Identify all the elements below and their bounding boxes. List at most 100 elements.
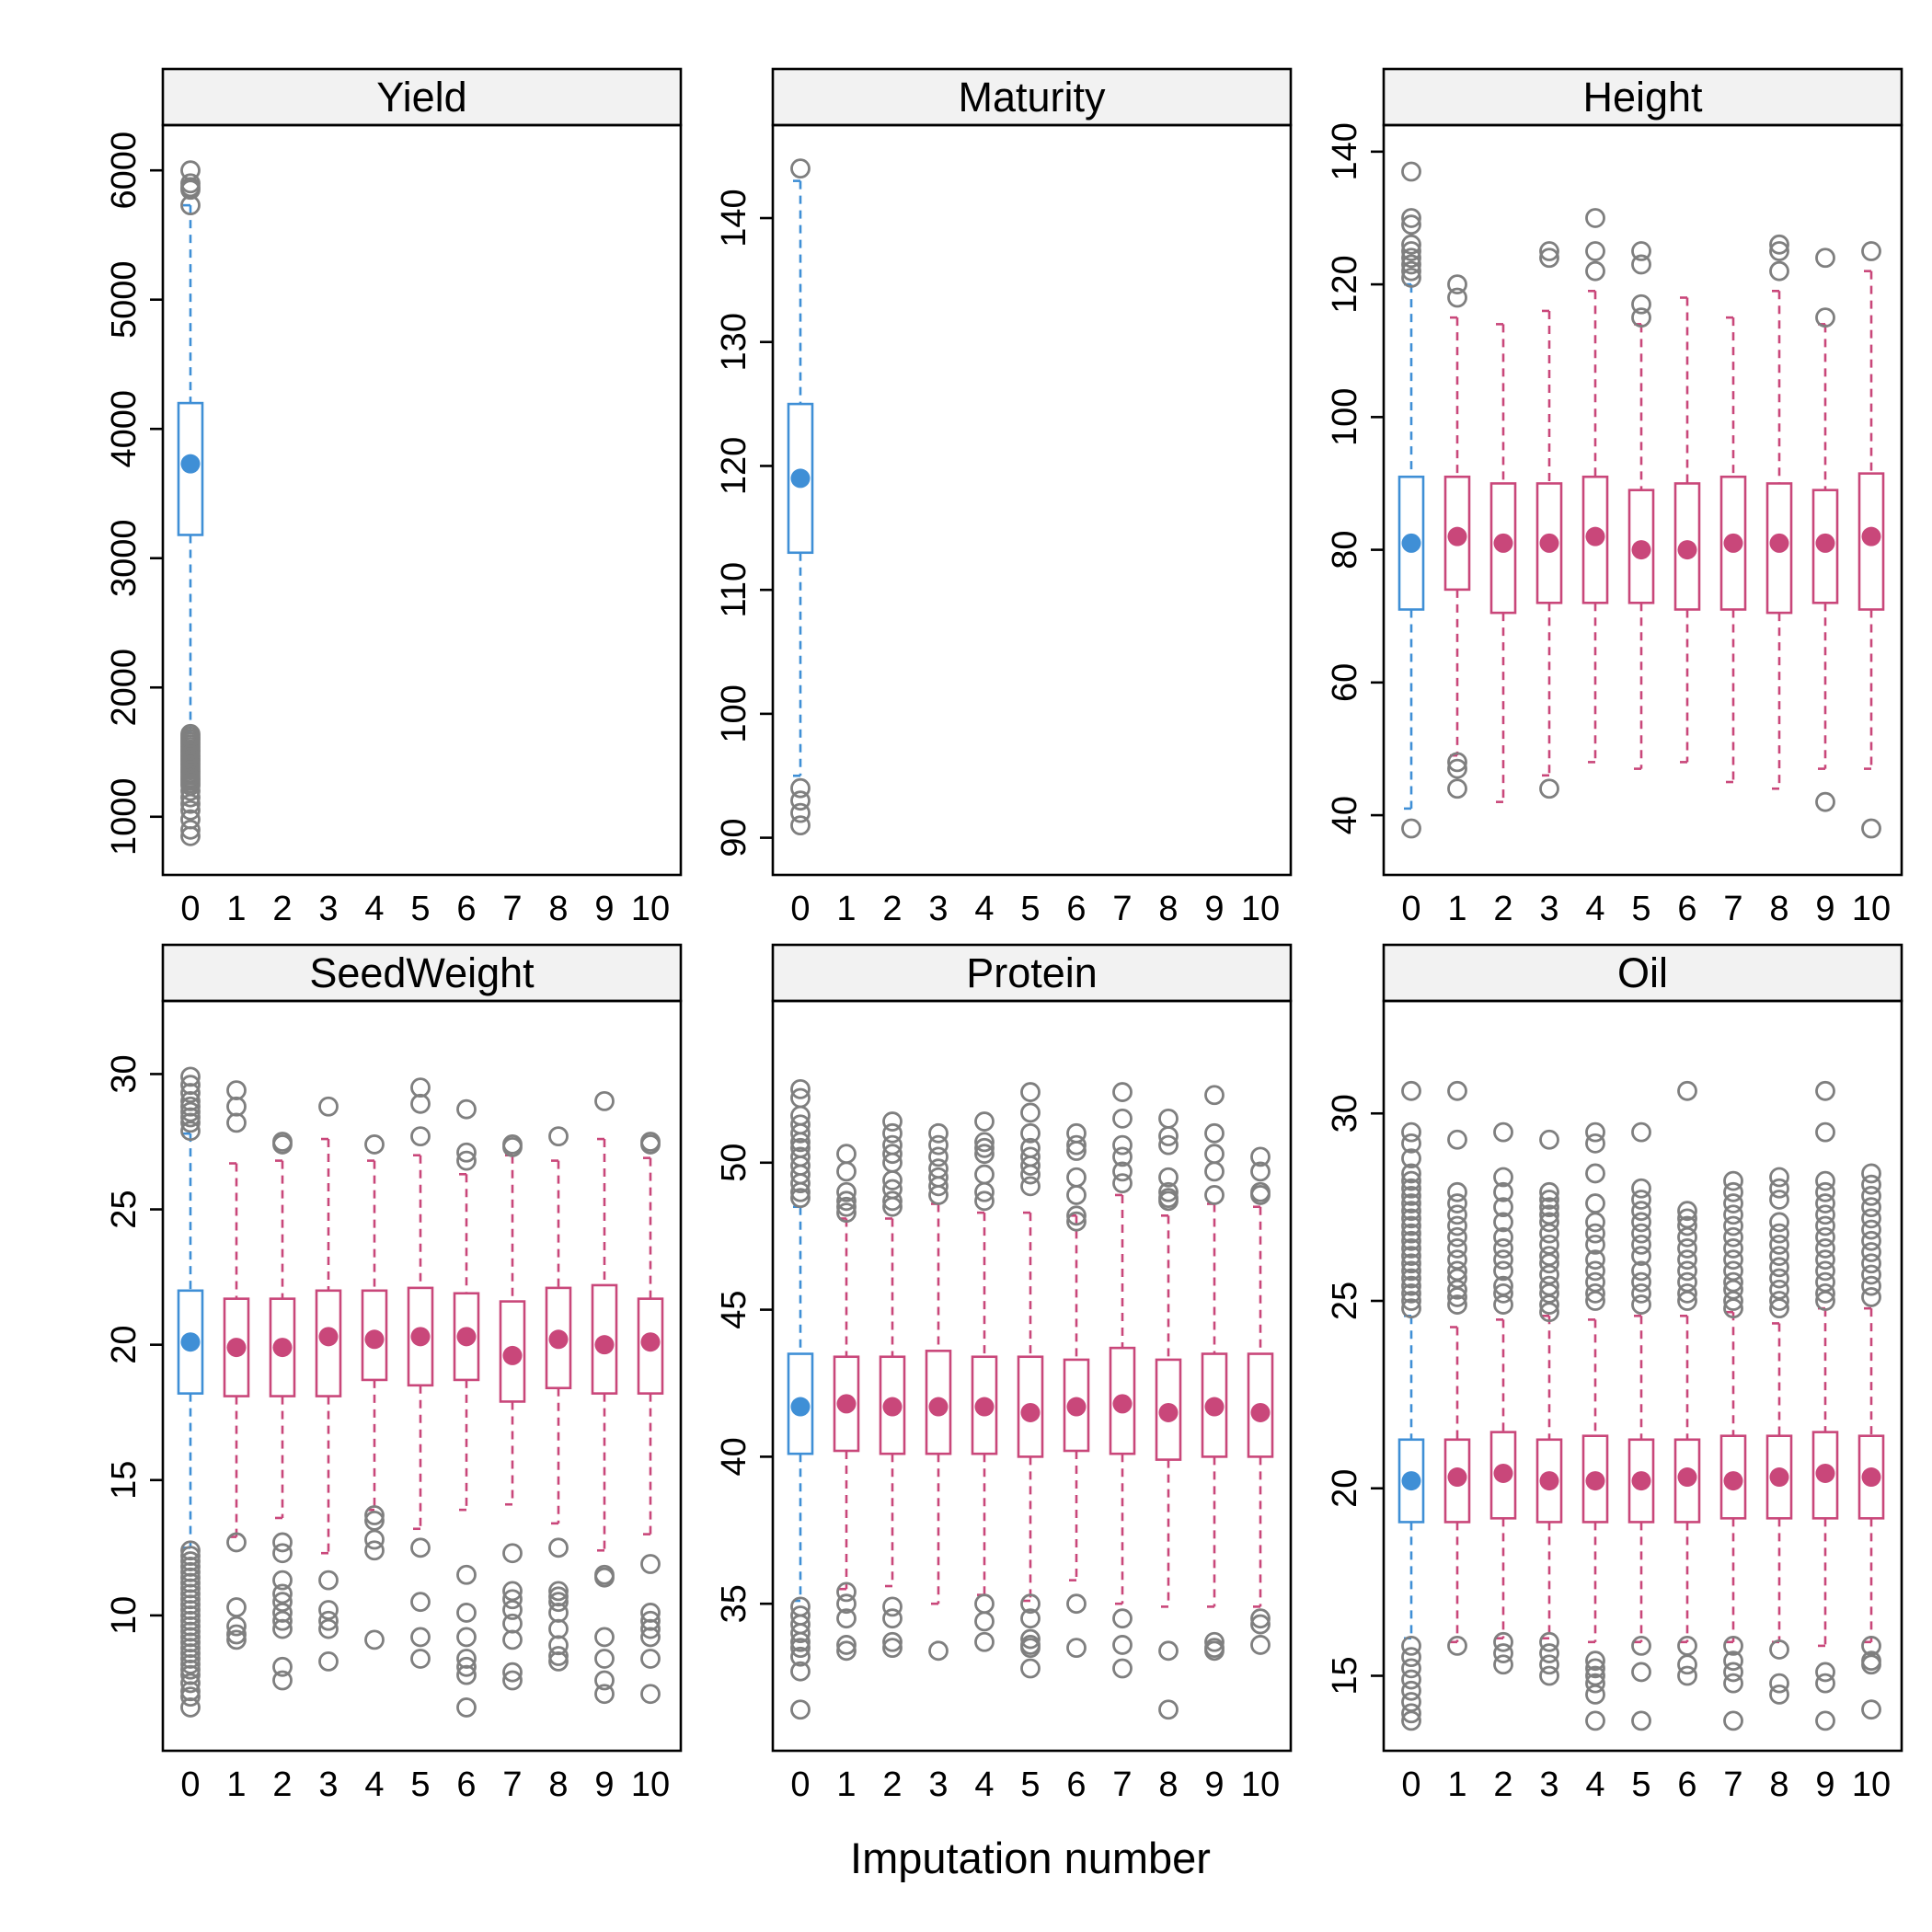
- outlier-point: [1250, 1146, 1271, 1167]
- outlier-point: [1401, 1275, 1421, 1296]
- outlier-point: [1020, 1628, 1041, 1650]
- panel-yield: Yield 1000 2000 3000 4000 5000 6000 0 1 2 3 4 5 6 7 8 9 1…: [105, 67, 683, 928]
- x-tick-label-seedweight-0: 0: [180, 1765, 200, 1804]
- outlier-point: [410, 1649, 431, 1669]
- median-dot: [1250, 1402, 1271, 1422]
- outlier-point: [1539, 1294, 1559, 1315]
- outlier-point: [1204, 1185, 1225, 1205]
- median-dot: [1631, 540, 1651, 560]
- strip-oil: [1382, 943, 1903, 1003]
- outlier-point: [1677, 1226, 1697, 1248]
- outlier-point: [836, 1196, 857, 1217]
- box-oil-1: [1443, 1080, 1471, 1656]
- iqr-box: [1535, 1438, 1563, 1524]
- median-dot: [1493, 1463, 1513, 1483]
- y-tick-label-seedweight-20: 20: [105, 1326, 144, 1364]
- outlier-point: [502, 1543, 523, 1564]
- y-tick-label-height-80: 80: [1326, 530, 1364, 569]
- x-tick-label-yield-10: 10: [631, 890, 670, 928]
- outlier-point: [1723, 1291, 1743, 1311]
- outlier-point: [1447, 1226, 1467, 1248]
- outlier-point: [1493, 1212, 1513, 1233]
- outlier-point: [364, 1540, 385, 1561]
- outlier-point: [1723, 1650, 1743, 1672]
- x-tick-label-yield-1: 1: [226, 890, 246, 928]
- outlier-point: [1539, 1197, 1559, 1218]
- outlier-point: [1861, 1208, 1881, 1229]
- outlier-point: [882, 1638, 903, 1659]
- iqr-box: [407, 1286, 434, 1387]
- box-protein-9: [1201, 1085, 1228, 1662]
- outlier-point: [836, 1608, 857, 1629]
- outlier-point: [1539, 778, 1559, 799]
- outlier-point: [548, 1651, 569, 1672]
- outlier-point: [1401, 1208, 1421, 1229]
- iqr-box: [361, 1289, 388, 1382]
- outlier-point: [1861, 1219, 1881, 1240]
- median-dot: [180, 1332, 201, 1352]
- y-tick-label-seedweight-15: 15: [105, 1461, 144, 1500]
- outlier-point: [456, 1656, 477, 1677]
- x-tick-label-protein-2: 2: [882, 1765, 902, 1804]
- median-dot: [1158, 1402, 1179, 1422]
- x-tick-label-yield-3: 3: [318, 890, 338, 928]
- outlier-point: [548, 1603, 569, 1623]
- y-tick-label-height-60: 60: [1326, 663, 1364, 702]
- y-tick-label-yield-4000: 4000: [105, 390, 144, 468]
- x-tick-label-seedweight-2: 2: [272, 1765, 292, 1804]
- outlier-point: [1112, 1134, 1133, 1156]
- outlier-point: [1447, 778, 1467, 799]
- outlier-point: [1112, 1108, 1133, 1129]
- outlier-point: [272, 1543, 293, 1564]
- outlier-point: [1493, 1631, 1513, 1652]
- median-dot: [272, 1338, 293, 1358]
- x-tick-label-oil-2: 2: [1493, 1765, 1512, 1804]
- outlier-point: [1020, 1102, 1041, 1123]
- y-tick-label-oil-30: 30: [1326, 1094, 1364, 1133]
- box-oil-4: [1581, 1121, 1609, 1731]
- outlier-point: [836, 1640, 857, 1662]
- outlier-point: [318, 1618, 339, 1639]
- iqr-box: [1443, 1438, 1471, 1524]
- outlier-point: [928, 1176, 949, 1197]
- outlier-point: [1447, 1204, 1467, 1225]
- box-height-8: [1765, 234, 1793, 790]
- outlier-point: [928, 1185, 949, 1205]
- outlier-point: [1631, 1271, 1651, 1293]
- outlier-point: [1158, 1190, 1179, 1212]
- outlier-point: [226, 1112, 247, 1133]
- outlier-point: [974, 1611, 995, 1632]
- x-tick-label-height-2: 2: [1493, 890, 1512, 928]
- panel-seedweight: SeedWeight 10 15 20 25 30 0 1 2 3 4 5 6 7 8 9 10: [105, 943, 683, 1804]
- outlier-point: [318, 1096, 339, 1117]
- outlier-point: [836, 1144, 857, 1165]
- x-tick-label-seedweight-3: 3: [318, 1765, 338, 1804]
- outlier-point: [272, 1532, 293, 1553]
- outlier-point: [1401, 1238, 1421, 1259]
- box-yield-0: [177, 160, 204, 846]
- x-tick-label-maturity-9: 9: [1204, 890, 1224, 928]
- box-seedweight-2: [269, 1132, 296, 1691]
- outlier-point: [1769, 1234, 1789, 1255]
- median-dot: [1677, 1467, 1697, 1488]
- outlier-point: [1631, 307, 1651, 328]
- median-dot: [1723, 1471, 1743, 1491]
- outlier-point: [1204, 1640, 1225, 1662]
- outlier-point: [1401, 1193, 1421, 1213]
- median-dot: [1066, 1397, 1087, 1417]
- outlier-point: [790, 1122, 811, 1144]
- outlier-point: [456, 1564, 477, 1585]
- x-tick-label-maturity-0: 0: [790, 890, 810, 928]
- outlier-point: [1066, 1167, 1087, 1188]
- x-tick-label-oil-8: 8: [1769, 1765, 1788, 1804]
- outlier-point: [272, 1570, 293, 1591]
- outlier-point: [1769, 1257, 1789, 1278]
- outlier-point: [1020, 1593, 1041, 1615]
- x-tick-label-seedweight-6: 6: [456, 1765, 476, 1804]
- outlier-point: [410, 1093, 431, 1114]
- iqr-box: [925, 1350, 952, 1455]
- outlier-point: [1585, 208, 1605, 228]
- outlier-point: [1020, 1608, 1041, 1629]
- outlier-point: [882, 1170, 903, 1190]
